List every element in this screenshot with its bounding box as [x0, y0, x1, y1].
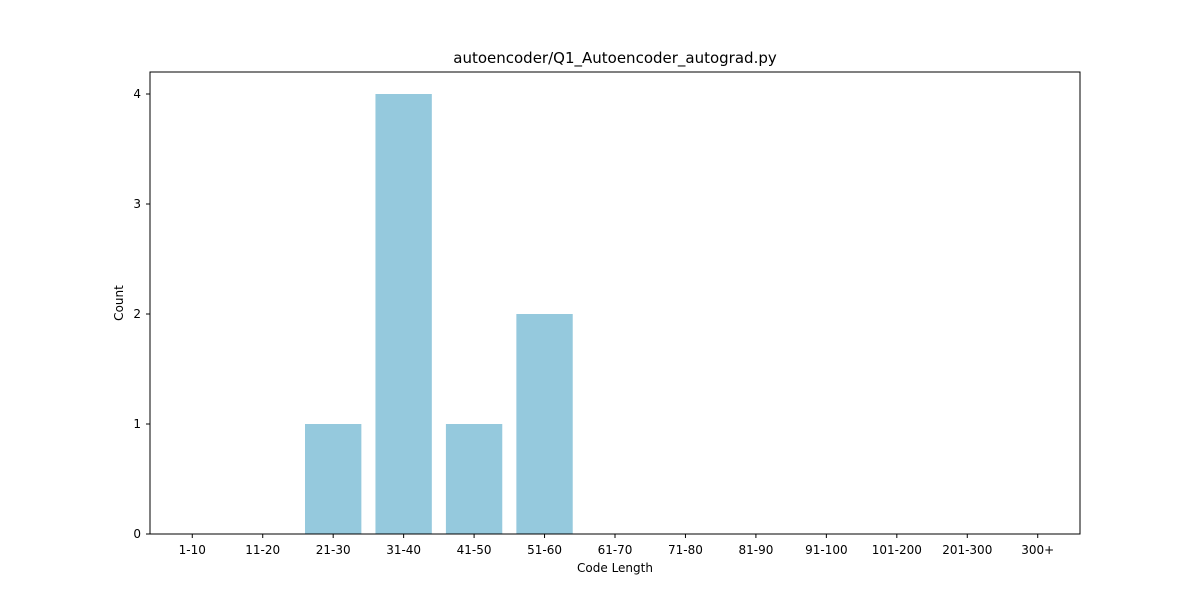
x-tick-label: 1-10 [179, 543, 206, 557]
x-tick-label: 91-100 [805, 543, 848, 557]
x-tick-label: 61-70 [598, 543, 633, 557]
x-axis-label: Code Length [577, 561, 653, 575]
chart-title: autoencoder/Q1_Autoencoder_autograd.py [453, 49, 777, 68]
plot-frame [149, 71, 1081, 535]
y-tick-label: 3 [133, 197, 141, 211]
x-tick-label: 31-40 [386, 543, 421, 557]
x-tick-label: 71-80 [668, 543, 703, 557]
y-tick-label: 0 [133, 527, 141, 541]
x-axis: 1-10 11-20 21-30 31-40 41-50 51-60 61-70 71-80 8… [179, 534, 1054, 557]
x-tick-label: 101-200 [872, 543, 922, 557]
y-axis: 0 1 2 3 4 [133, 87, 150, 541]
x-tick-label: 21-30 [316, 543, 351, 557]
y-tick-label: 1 [133, 417, 141, 431]
x-tick-label: 11-20 [245, 543, 280, 557]
y-axis-label: Count [112, 285, 126, 321]
bar-21-30 [305, 424, 362, 534]
y-tick-label: 4 [133, 87, 141, 101]
x-tick-label: 201-300 [942, 543, 992, 557]
bar-31-40 [375, 94, 432, 534]
x-tick-label: 81-90 [738, 543, 773, 557]
bars-group [305, 94, 573, 534]
x-tick-label: 51-60 [527, 543, 562, 557]
y-tick-label: 2 [133, 307, 141, 321]
x-tick-label: 41-50 [457, 543, 492, 557]
bar-41-50 [445, 424, 503, 534]
x-tick-label: 300+ [1021, 543, 1054, 557]
bar-51-60 [516, 314, 573, 534]
